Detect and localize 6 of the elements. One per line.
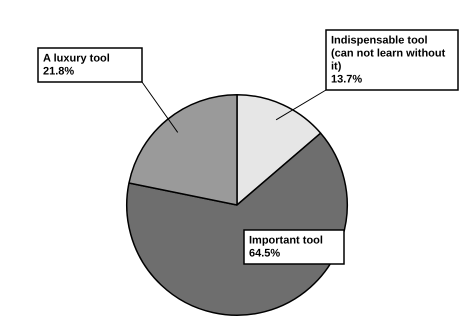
slice-label: Indispensable tool (can not learn without it) — [331, 34, 446, 73]
data-label: 13.7% — [331, 74, 362, 86]
data-label: 21.8% — [43, 66, 74, 78]
slice-label: A luxury tool — [43, 52, 110, 65]
slice-label: Important tool — [249, 234, 323, 247]
data-label: 64.5% — [249, 248, 280, 260]
